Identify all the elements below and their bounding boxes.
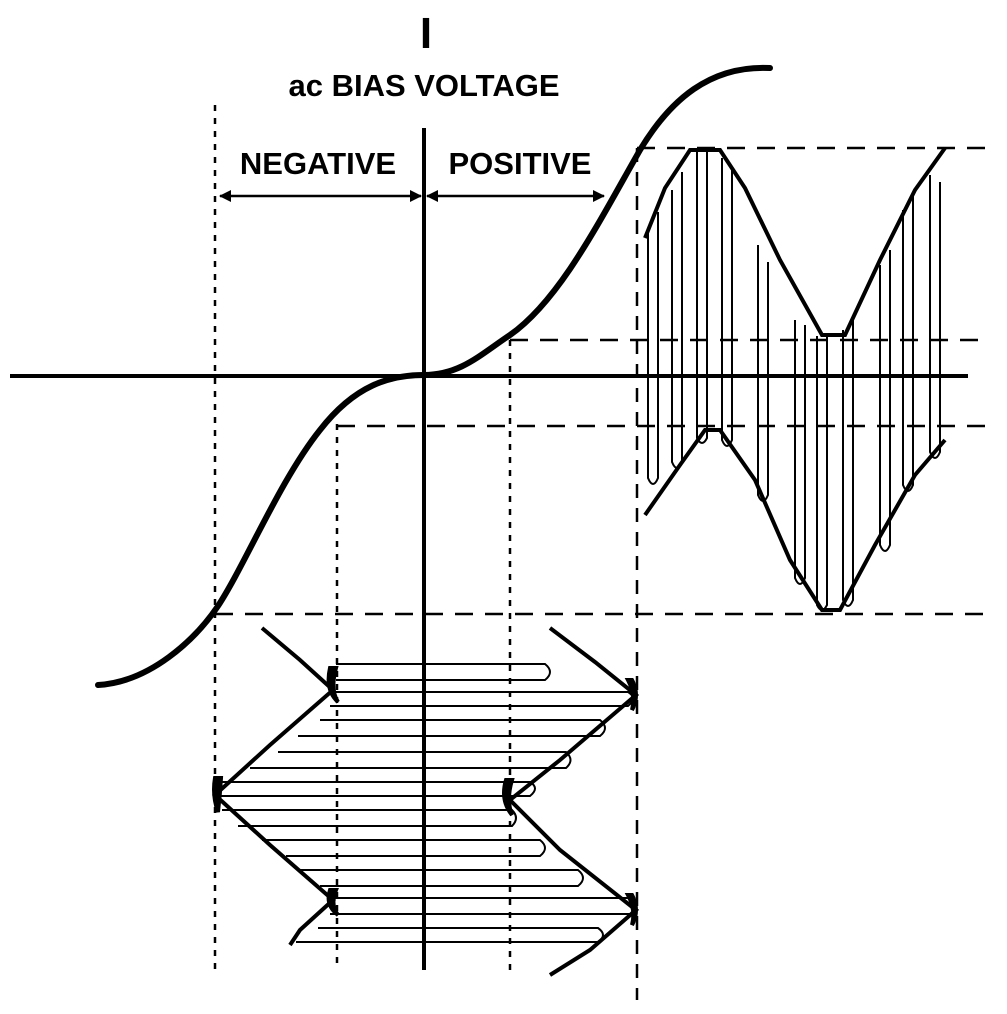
negative-label: NEGATIVE	[240, 146, 396, 181]
input-left-envelope	[212, 626, 337, 947]
horizontal-dashed-lines	[215, 146, 985, 616]
diagram-title: ac BIAS VOLTAGE	[288, 68, 559, 103]
current-axis-label: I	[420, 9, 432, 58]
positive-label: POSITIVE	[449, 146, 592, 181]
output-lower-envelope	[643, 428, 947, 612]
transfer-curve	[95, 64, 773, 688]
input-carrier-wave	[220, 663, 636, 943]
output-waveform-right	[643, 146, 947, 612]
input-waveform-bottom	[212, 626, 640, 977]
output-upper-envelope	[643, 146, 947, 337]
output-carrier-wave	[647, 150, 941, 611]
input-bias-nodes	[212, 666, 638, 926]
